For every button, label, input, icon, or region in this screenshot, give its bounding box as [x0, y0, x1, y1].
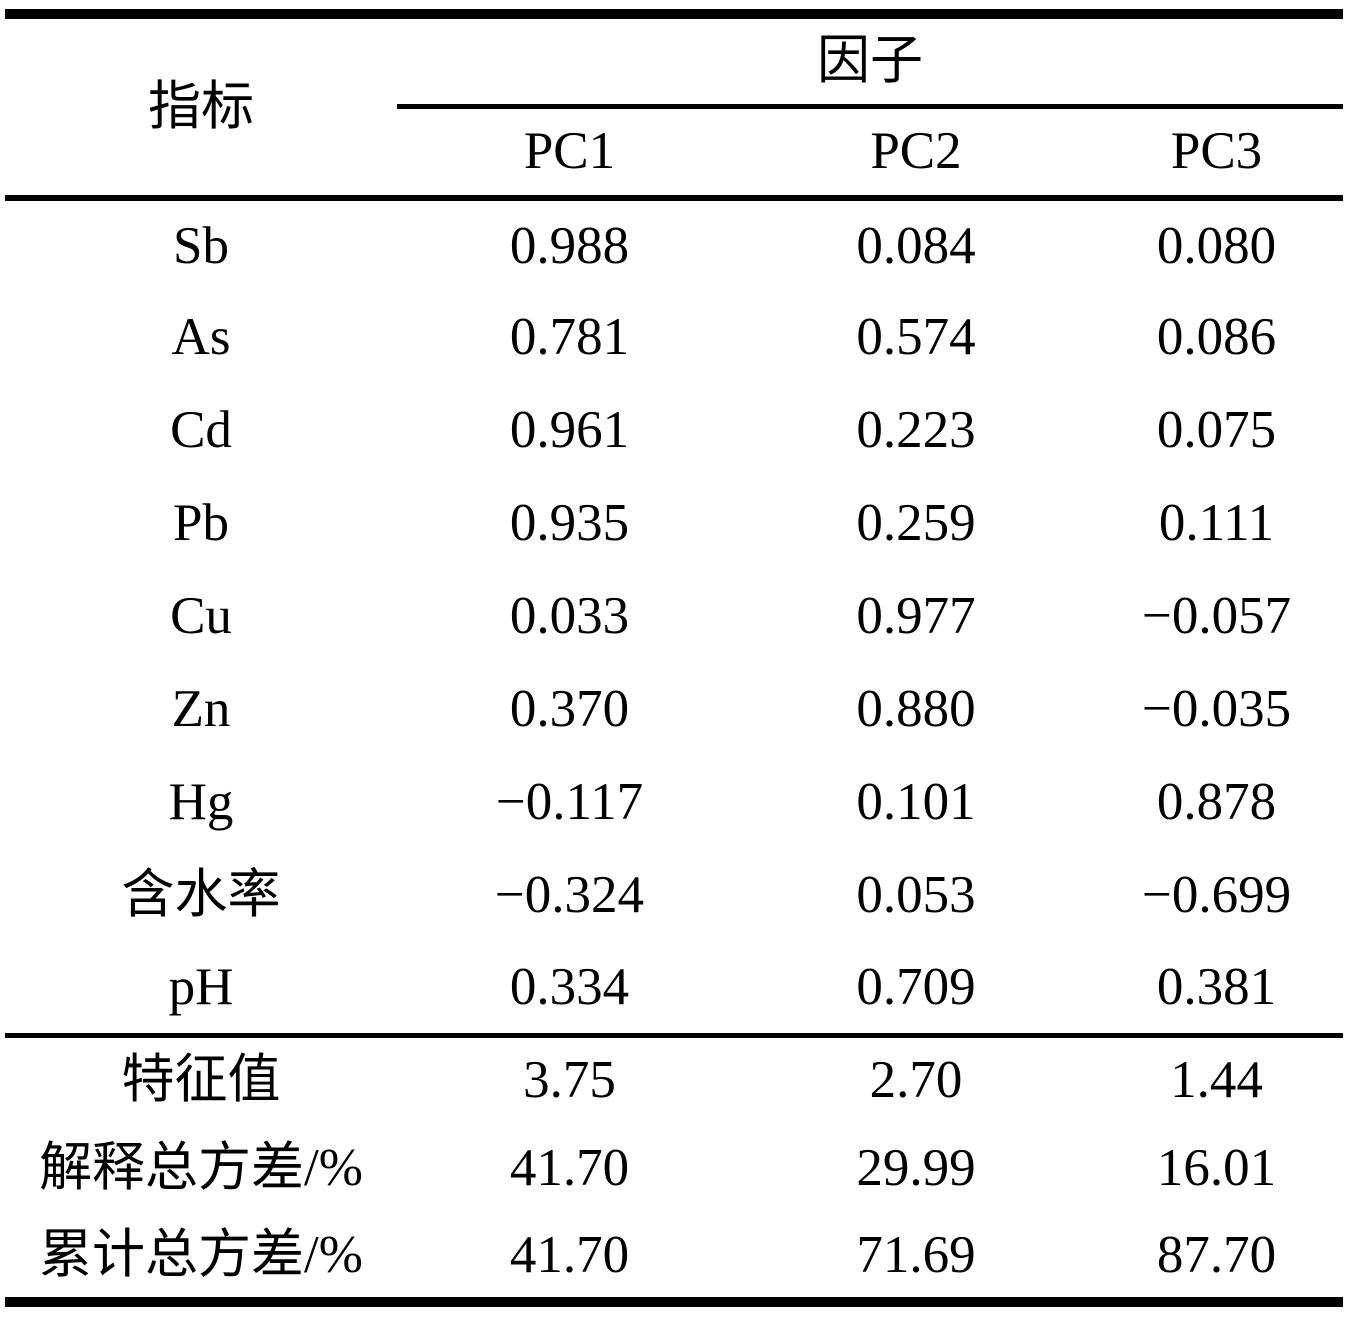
- value-cell: 0.781: [509, 308, 630, 366]
- value-cell: 0.080: [1156, 216, 1277, 275]
- value-cell: 87.70: [1156, 1225, 1277, 1284]
- value-cell: 0.101: [856, 773, 976, 831]
- value-cell: 29.99: [856, 1139, 976, 1197]
- table-row: As 0.781 0.574 0.086: [5, 291, 1343, 384]
- row-label-cell: 含水率: [121, 866, 281, 924]
- value-cell: 0.075: [1156, 401, 1277, 459]
- value-cell: 2.70: [742, 1032, 1090, 1124]
- table-row: 解释总方差/% 41.70 29.99 16.01: [5, 1124, 1343, 1213]
- row-label-cell: As: [171, 308, 231, 366]
- row-label-cell: 特征值: [5, 1032, 397, 1124]
- row-label-cell: 累计总方差/%: [39, 1225, 363, 1284]
- value-cell: −0.699: [1141, 866, 1292, 924]
- value-cell: −0.117: [495, 773, 644, 831]
- table-row: 含水率 −0.324 0.053 −0.699: [5, 849, 1343, 942]
- pc3-column-header: PC3: [1090, 106, 1344, 201]
- value-cell: 0.709: [856, 957, 976, 1016]
- value-cell: 41.70: [509, 1225, 630, 1284]
- indicator-column-header: 指标: [5, 14, 397, 201]
- pc2-column-header: PC2: [742, 106, 1090, 201]
- value-cell: 0.961: [509, 401, 630, 459]
- table-row: 累计总方差/% 41.70 71.69 87.70: [5, 1213, 1343, 1302]
- value-cell: 0.880: [856, 680, 976, 738]
- value-cell: 1.44: [1090, 1032, 1344, 1124]
- row-label-cell: 解释总方差/%: [39, 1139, 363, 1197]
- row-label-cell: Cu: [170, 587, 232, 645]
- table-row: Cu 0.033 0.977 −0.057: [5, 570, 1343, 663]
- table-header: 指标 因子 PC1 PC2 PC3: [5, 14, 1344, 201]
- value-cell: 0.977: [856, 587, 976, 645]
- table-row: 特征值 3.75 2.70 1.44: [5, 1032, 1344, 1124]
- value-cell: −0.057: [1141, 587, 1292, 645]
- value-cell: 0.111: [1158, 494, 1275, 552]
- value-cell: 0.259: [856, 494, 976, 552]
- value-cell: 0.574: [856, 308, 976, 366]
- row-label-cell: Zn: [171, 680, 231, 738]
- summary-rows-section: 特征值 3.75 2.70 1.44 解释总方差/% 41.70 29.99 1…: [5, 1032, 1344, 1302]
- value-cell: 0.053: [856, 866, 976, 924]
- row-label-cell: Hg: [168, 773, 234, 831]
- pc1-column-header: PC1: [397, 106, 742, 201]
- row-label-cell: Pb: [173, 494, 229, 552]
- table-row: Cd 0.961 0.223 0.075: [5, 384, 1343, 477]
- pc-header-row: PC1 PC2 PC3: [5, 106, 1344, 201]
- row-label-cell: pH: [168, 957, 234, 1016]
- value-cell: 0.988: [509, 216, 630, 275]
- value-cell: 0.878: [1156, 773, 1277, 831]
- value-cell: 0.033: [509, 587, 630, 645]
- table-row: pH 0.334 0.709 0.381: [5, 942, 1343, 1035]
- value-cell: 41.70: [509, 1139, 630, 1197]
- table-row: Zn 0.370 0.880 −0.035: [5, 663, 1343, 756]
- value-cell: 0.334: [509, 957, 630, 1016]
- value-cell: 0.223: [856, 401, 976, 459]
- row-label-cell: Cd: [170, 401, 232, 459]
- value-cell: 0.086: [1156, 308, 1277, 366]
- pca-loadings-table: 指标 因子 PC1 PC2 PC3 Sb 0.988 0.084 0.080 A…: [5, 9, 1344, 1307]
- factor-group-header: 因子: [397, 14, 1344, 109]
- value-cell: 0.084: [856, 216, 976, 275]
- table-row: Pb 0.935 0.259 0.111: [5, 477, 1343, 570]
- value-cell: 16.01: [1156, 1139, 1277, 1197]
- value-cell: 0.370: [509, 680, 630, 738]
- table-row: Sb 0.988 0.084 0.080: [5, 198, 1343, 291]
- value-cell: 0.935: [509, 494, 630, 552]
- factor-header-row: 指标 因子: [5, 14, 1344, 201]
- value-cell: 0.381: [1156, 957, 1277, 1016]
- table-row: Hg −0.117 0.101 0.878: [5, 756, 1343, 849]
- value-cell: 3.75: [397, 1032, 742, 1124]
- loading-rows-section: Sb 0.988 0.084 0.080 As 0.781 0.574 0.08…: [5, 198, 1343, 1035]
- value-cell: −0.324: [494, 866, 645, 924]
- value-cell: −0.035: [1141, 680, 1292, 738]
- row-label-cell: Sb: [173, 216, 229, 275]
- value-cell: 71.69: [856, 1225, 976, 1284]
